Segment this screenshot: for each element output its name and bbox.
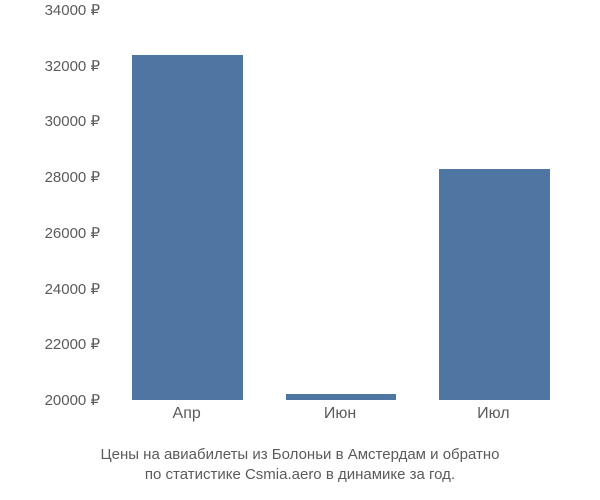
bar [286, 394, 396, 400]
x-tick-label: Июл [477, 405, 509, 423]
x-tick-label: Июн [324, 405, 356, 423]
y-tick-label: 30000 ₽ [45, 112, 100, 130]
y-tick-label: 24000 ₽ [45, 280, 100, 298]
y-tick-label: 20000 ₽ [45, 391, 100, 409]
y-tick-label: 26000 ₽ [45, 224, 100, 242]
y-axis: 20000 ₽22000 ₽24000 ₽26000 ₽28000 ₽30000… [20, 10, 110, 400]
bars-group [111, 10, 570, 400]
y-tick-label: 28000 ₽ [45, 168, 100, 186]
price-chart: 20000 ₽ 22000 ₽ 24000 ₽ 26000 ₽ 28000 ₽ 30000… [20, 10, 580, 440]
chart-caption: Цены на авиабилеты из Болоньи в Амстерда… [0, 445, 600, 486]
plot-area [110, 10, 570, 400]
bar [132, 55, 242, 400]
x-tick-label: Апр [173, 405, 201, 423]
caption-line-2: по статистике Csmia.aero в динамике за г… [20, 465, 580, 485]
x-axis: Апр Июн Июл [110, 405, 570, 435]
y-tick-label: 34000 ₽ [45, 1, 100, 19]
y-tick-label: 32000 ₽ [45, 57, 100, 75]
y-tick-label: 22000 ₽ [45, 335, 100, 353]
caption-line-1: Цены на авиабилеты из Болоньи в Амстерда… [20, 445, 580, 465]
bar [439, 169, 549, 400]
